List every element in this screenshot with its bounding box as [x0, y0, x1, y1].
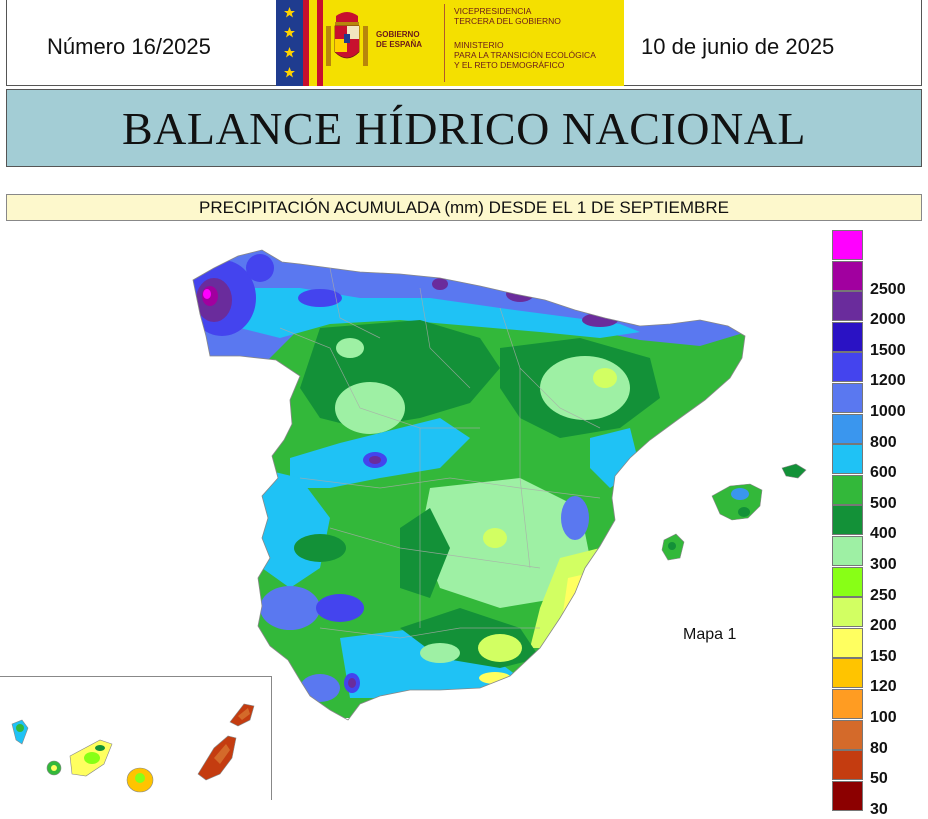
- canary-inset-frame: [0, 676, 272, 800]
- legend-label: 600: [870, 464, 897, 482]
- legend-swatch: [832, 597, 863, 628]
- legend-label: 1500: [870, 341, 906, 359]
- page-title: BALANCE HÍDRICO NACIONAL: [121, 102, 807, 154]
- legend-label: 30: [870, 800, 888, 818]
- legend-swatch: [832, 536, 863, 566]
- legend-swatch: [832, 505, 863, 536]
- map-subtitle-bar: PRECIPITACIÓN ACUMULADA (mm) DESDE EL 1 …: [6, 194, 922, 221]
- precipitation-legend: 2500 2000 1500 1200 1000 800 600 500 400 300 250 20…: [832, 230, 928, 818]
- legend-label: 1200: [870, 372, 906, 390]
- map-label: Mapa 1: [683, 626, 737, 643]
- gobierno-de-espana-label: GOBIERNO DE ESPAÑA: [376, 30, 423, 49]
- legend-label: 100: [870, 709, 897, 726]
- legend-label: 120: [870, 678, 897, 696]
- legend-label: 150: [870, 647, 897, 665]
- legend-swatch: [832, 260, 863, 291]
- legend-swatch: [832, 719, 863, 750]
- legend-swatch: [832, 658, 863, 689]
- legend-swatch: [832, 291, 863, 322]
- government-logo: GOBIERNO DE ESPAÑA VICEPRESIDENCIA TERCE…: [276, 0, 624, 86]
- legend-swatch: [832, 780, 863, 811]
- canary-islands-inset: [11, 703, 255, 793]
- issue-number: Número 16/2025: [47, 34, 211, 59]
- legend-swatch: [832, 383, 863, 413]
- legend-swatch: [832, 352, 863, 383]
- legend-swatch: [832, 566, 863, 597]
- legend-swatch: [832, 474, 863, 505]
- header-box: Número 16/2025: [6, 0, 922, 86]
- legend-label: 800: [870, 433, 897, 451]
- legend-swatch: [832, 230, 863, 260]
- legend-label: 400: [870, 525, 897, 543]
- legend-swatch: [832, 413, 863, 444]
- legend-swatch: [832, 689, 863, 719]
- legend-label: 1000: [870, 403, 906, 420]
- page-title-bar: BALANCE HÍDRICO NACIONAL: [6, 89, 922, 167]
- legend-label: 2500: [870, 280, 906, 298]
- legend-label: 250: [870, 586, 897, 604]
- eu-flag-strip: [276, 0, 303, 86]
- ministry-label: VICEPRESIDENCIA TERCERA DEL GOBIERNO MIN…: [454, 6, 596, 70]
- legend-swatch: [832, 321, 863, 352]
- legend-label: 200: [870, 617, 897, 635]
- map-subtitle: PRECIPITACIÓN ACUMULADA (mm) DESDE EL 1 …: [199, 197, 729, 217]
- legend-swatch: [832, 750, 863, 781]
- legend-label: 50: [870, 770, 888, 788]
- legend-swatch: [832, 627, 863, 658]
- legend-label: 80: [870, 739, 888, 757]
- legend-label: 2000: [870, 311, 906, 329]
- publication-date: 10 de junio de 2025: [641, 34, 835, 59]
- legend-swatch: [832, 444, 863, 475]
- legend-label: 300: [870, 556, 897, 573]
- legend-label: 500: [870, 494, 897, 512]
- precipitation-map: [11, 249, 807, 793]
- coat-of-arms-icon: [326, 12, 368, 66]
